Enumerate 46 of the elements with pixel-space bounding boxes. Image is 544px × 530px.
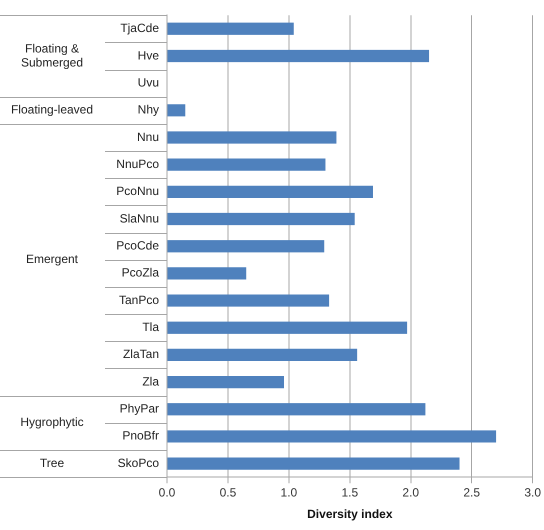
bar [168,348,358,362]
y-tick-label: PcoCde [116,238,160,253]
y-tick-label: NnuPco [116,156,160,171]
bar [168,22,294,35]
x-tick-label: 2.0 [402,486,420,500]
y-tick-label: PcoZla [122,266,160,280]
y-tick-label: Nnu [136,130,159,144]
x-axis-title: Diversity index [307,507,393,522]
y-tick-label: TanPco [118,292,160,307]
x-tick-label: 2.5 [463,486,480,500]
x-tick-label: 1.5 [341,486,358,500]
text: Emergent [26,252,79,266]
y-tick-label: Zla [142,374,160,388]
bar [168,212,355,226]
bar [168,104,186,116]
y-tick-label: SkoPco [118,456,160,470]
x-tick-label: 1.0 [280,486,298,500]
bar [168,294,330,307]
y-tick-label: PhyPar [120,402,159,416]
bar [168,50,430,62]
x-tick-label: 0.0 [158,486,176,500]
bar [168,322,408,334]
y-tick-label: Uvu [138,75,159,90]
y-tick-label: Nhy [138,102,159,117]
y-tick-label: TjaCde [120,21,160,36]
x-tick-label: 0.5 [220,486,237,500]
bar [168,376,284,388]
y-tick-label: PcoNnu [116,184,159,198]
bar [168,267,246,280]
bar [168,430,496,443]
bar [168,158,326,171]
x-tick-label: 3.0 [524,486,542,500]
text: Tree [40,456,64,470]
text: Hygrophytic [20,415,84,430]
y-tick-label: ZlaTan [122,347,159,362]
text: Floating-leaved [10,102,94,117]
bar [168,403,426,416]
y-tick-label: Tla [142,320,160,334]
bar [168,131,336,144]
y-tick-label: Hve [138,48,160,62]
y-tick-label: SlaNnu [120,211,159,226]
bar [168,186,373,198]
text: Floating & Submerged [20,41,84,70]
bar [168,240,324,252]
bar [168,457,460,470]
y-tick-label: PnoBfr [122,428,159,443]
